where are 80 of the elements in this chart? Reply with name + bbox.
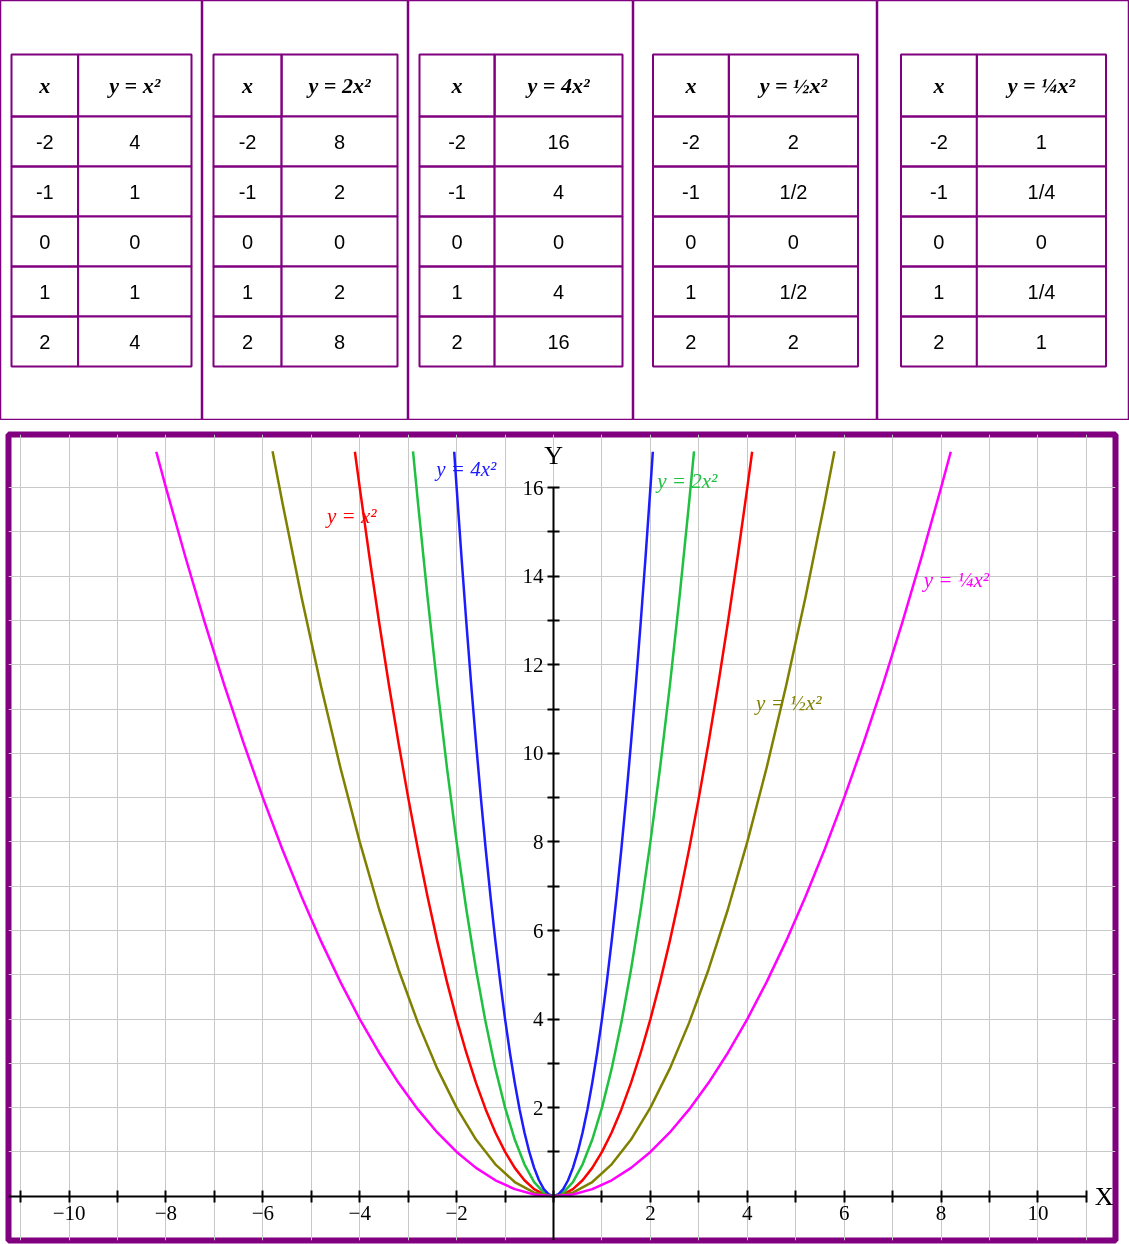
data-label: 1 (129, 180, 141, 203)
data-label: 4 (552, 180, 565, 203)
data-label: 16 (547, 130, 570, 153)
y-tick-label: 4 (533, 1007, 545, 1032)
data-label: 2 (333, 280, 346, 303)
data-label: 16 (547, 330, 570, 353)
data-label: 8 (333, 130, 346, 153)
y-tick-label: 6 (533, 918, 544, 943)
x-tick-label: −8 (154, 1201, 178, 1226)
y-tick-label: 1 (685, 280, 697, 303)
x-tick-label: y = 4x² (524, 73, 590, 98)
y-tick-label: -2 (448, 130, 466, 153)
y-tick-label: -2 (682, 130, 700, 153)
data-label: 1/4 (1027, 180, 1056, 203)
data-label: 4 (129, 330, 141, 353)
y-tick-label: 14 (522, 564, 545, 589)
data-label: 4 (129, 130, 141, 153)
data-label: 0 (1035, 230, 1047, 253)
data-label: 2 (333, 180, 346, 203)
data-label: 2 (787, 130, 799, 153)
data-label: 1 (1035, 130, 1047, 153)
data-label: 1/2 (779, 180, 808, 203)
y-tick-label: 2 (533, 1095, 544, 1120)
data-label: 1/4 (1027, 280, 1056, 303)
y-tick-label: 1 (933, 280, 945, 303)
data-label: 1/2 (779, 280, 808, 303)
y-tick-label: 1 (451, 280, 463, 303)
y-tick-label: 8 (533, 829, 544, 854)
data-label: 8 (333, 330, 346, 353)
y-tick-label: 1 (39, 280, 51, 303)
x-tick-label: 6 (838, 1201, 850, 1226)
x-tick-label: y = 2x² (305, 73, 371, 98)
x-tick-label: 2 (645, 1201, 656, 1226)
y-tick-label: -1 (930, 180, 948, 203)
y-tick-label: 2 (685, 330, 697, 353)
x-tick-label: −4 (348, 1201, 372, 1226)
y-tick-label: -1 (682, 180, 700, 203)
data-label: 1 (1035, 330, 1047, 353)
y-tick-label: 1 (241, 280, 254, 303)
x-tick-label: −2 (445, 1201, 468, 1226)
data-label: 0 (787, 230, 799, 253)
series-label: y = ¼x² (921, 567, 990, 592)
y-axis-title: x (932, 73, 945, 98)
x-tick-label: 4 (742, 1201, 754, 1226)
y-axis-title: x (241, 73, 254, 98)
y-tick-label: 2 (241, 330, 254, 353)
y-axis-title: Y (544, 440, 564, 470)
y-tick-label: 2 (39, 330, 51, 353)
y-axis-title: x (450, 73, 463, 98)
data-label: 1 (129, 280, 141, 303)
x-axis-title: X (1094, 1181, 1114, 1211)
y-tick-label: 0 (933, 230, 945, 253)
x-tick-label: 10 (1027, 1201, 1049, 1226)
data-label: 0 (552, 230, 565, 253)
y-tick-label: 2 (451, 330, 463, 353)
y-tick-label: 0 (451, 230, 463, 253)
y-tick-label: 12 (522, 652, 544, 677)
y-tick-label: -2 (35, 130, 54, 153)
y-axis-title: x (38, 73, 51, 98)
y-tick-label: 0 (241, 230, 254, 253)
y-tick-label: 0 (39, 230, 51, 253)
data-label: 0 (333, 230, 346, 253)
y-tick-label: 2 (933, 330, 945, 353)
x-tick-label: −10 (52, 1201, 86, 1226)
y-tick-label: -1 (238, 180, 257, 203)
x-tick-label: −6 (251, 1201, 275, 1226)
y-axis-title: x (684, 73, 697, 98)
y-tick-label: 16 (522, 475, 544, 500)
y-tick-label: -1 (35, 180, 54, 203)
data-label: 2 (787, 330, 799, 353)
y-tick-label: -1 (448, 180, 466, 203)
data-label: 4 (552, 280, 565, 303)
x-tick-label: y = x² (106, 73, 161, 98)
y-tick-label: -2 (238, 130, 257, 153)
x-tick-label: y = ½x² (756, 73, 828, 98)
y-tick-label: -2 (930, 130, 948, 153)
x-tick-label: y = ¼x² (1004, 73, 1076, 98)
y-tick-label: 0 (685, 230, 697, 253)
y-tick-label: 10 (522, 741, 544, 766)
data-label: 0 (129, 230, 141, 253)
